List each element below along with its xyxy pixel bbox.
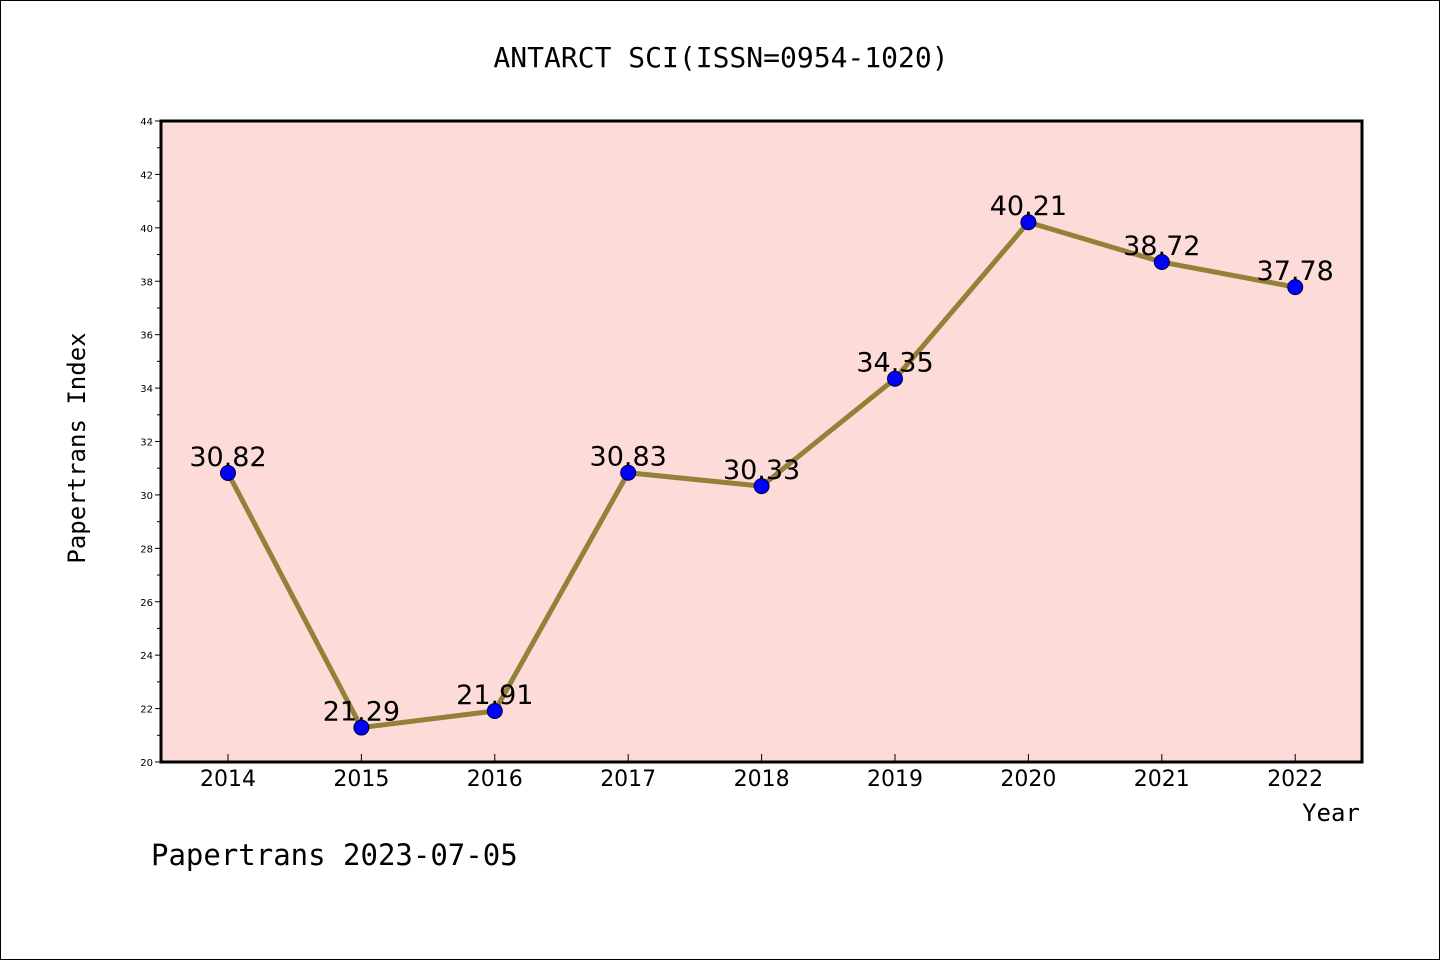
y-tick-label: 30 (140, 491, 153, 502)
x-tick-label: 2022 (1267, 767, 1323, 792)
data-point (753, 478, 770, 495)
x-axis: 2014 2015 2016 2017 2018 2019 2020 2021 2022 (200, 754, 1323, 792)
plot-area (159, 119, 1364, 764)
y-tick-label: 36 (140, 331, 153, 342)
footer-credit: Papertrans 2023-07-05 (151, 838, 518, 872)
y-tick-label: 38 (140, 277, 153, 288)
y-tick-label: 28 (140, 544, 153, 555)
data-point (620, 464, 637, 481)
x-tick-label: 2015 (333, 767, 389, 792)
x-tick-label: 2019 (867, 767, 923, 792)
x-tick-label: 2016 (467, 767, 523, 792)
data-label: 37.78 (1257, 256, 1334, 287)
data-point (1153, 254, 1170, 271)
series-line: 30.82 21.29 21.91 30.83 30.33 34.35 40.21 38.72… (189, 191, 1334, 736)
y-tick-label: 22 (140, 705, 153, 716)
x-tick-label: 2017 (600, 767, 656, 792)
chart-title: ANTARCT SCI(ISSN=0954-1020) (493, 41, 948, 74)
y-tick-label: 42 (140, 170, 153, 181)
x-tick-label: 2020 (1000, 767, 1056, 792)
y-tick-label: 32 (140, 438, 153, 449)
data-point (1287, 279, 1304, 296)
data-label: 21.91 (456, 680, 533, 711)
x-tick-label: 2021 (1134, 767, 1190, 792)
y-tick-label: 44 (140, 117, 153, 128)
y-tick-label: 26 (140, 598, 153, 609)
data-point (353, 719, 370, 736)
data-label: 40.21 (990, 191, 1067, 222)
y-tick-label: 20 (140, 758, 153, 769)
data-label: 30.33 (723, 455, 800, 486)
data-label: 34.35 (856, 348, 933, 379)
y-tick-label: 24 (140, 651, 153, 662)
x-axis-label: Year (1302, 799, 1360, 827)
y-axis: 20 22 24 26 28 30 32 34 36 38 40 42 44 (140, 117, 161, 769)
data-point (887, 370, 903, 387)
data-point (220, 465, 236, 482)
x-tick-label: 2014 (200, 767, 256, 792)
data-label: 38.72 (1123, 231, 1200, 262)
data-label: 30.82 (189, 442, 266, 473)
y-tick-label: 40 (140, 224, 153, 235)
y-tick-label: 34 (140, 384, 153, 395)
data-label: 21.29 (323, 697, 400, 728)
data-point (1020, 214, 1037, 231)
data-point (486, 702, 503, 719)
y-axis-label: Papertrans Index (63, 332, 91, 563)
data-label: 30.83 (590, 442, 667, 473)
x-tick-label: 2018 (734, 767, 790, 792)
